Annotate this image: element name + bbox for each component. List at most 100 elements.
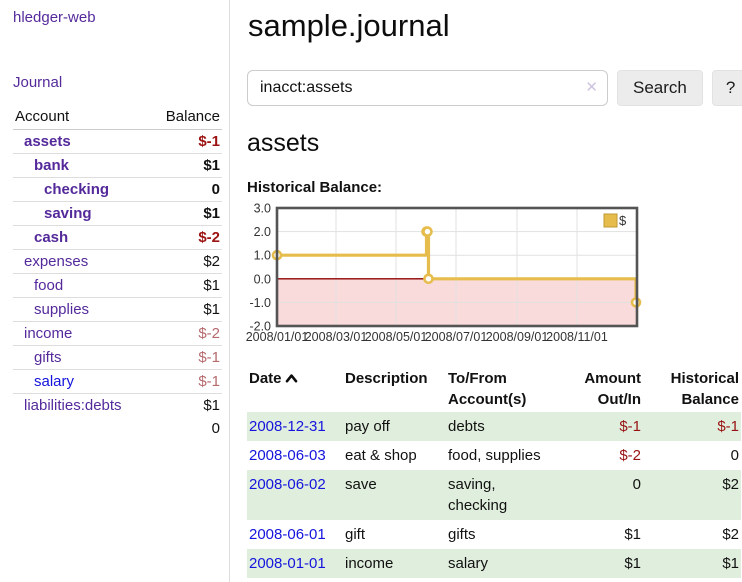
register-row: 2008-12-31 pay off debts $-1 $-1 — [247, 412, 741, 441]
register-header-accounts: To/From Account(s) — [448, 370, 527, 408]
account-link[interactable]: checking — [44, 181, 110, 198]
register-table-body: 2008-12-31 pay off debts $-1 $-1 2008-06-03 ea… — [247, 412, 741, 578]
account-link[interactable]: supplies — [34, 301, 90, 318]
brand-link[interactable]: hledger-web — [13, 9, 96, 26]
register-row: 2008-06-01 gift gifts $1 $2 — [247, 520, 741, 549]
account-link[interactable]: assets — [24, 133, 71, 150]
account-link[interactable]: gifts — [34, 349, 62, 366]
transaction-accounts: gifts — [448, 526, 476, 543]
search-button[interactable]: Search — [617, 70, 703, 106]
accounts-table-body: assets $-1 bank $1 checking 0 saving $1 cash $-2 e… — [13, 130, 222, 417]
search-input[interactable] — [247, 70, 608, 106]
account-link[interactable]: salary — [34, 373, 75, 390]
sidebar-item-journal[interactable]: Journal — [13, 74, 63, 91]
transaction-date-link[interactable]: 2008-06-01 — [249, 526, 326, 543]
register-header-date[interactable]: Date — [247, 366, 343, 412]
svg-text:0.0: 0.0 — [254, 272, 271, 286]
transaction-description: save — [345, 476, 377, 493]
account-row: cash $-2 — [13, 225, 222, 250]
svg-text:2008/07/01: 2008/07/01 — [425, 330, 488, 344]
account-row: supplies $1 — [13, 297, 222, 322]
transaction-balance: $2 — [722, 526, 739, 543]
svg-text:2008/09/01: 2008/09/01 — [486, 330, 549, 344]
svg-text:3.0: 3.0 — [254, 202, 271, 216]
account-balance: $1 — [149, 201, 222, 226]
accounts-table: Account Balance assets $-1 bank $1 checking 0… — [13, 106, 222, 440]
sidebar: hledger-web Journal Account Balance asse… — [0, 0, 230, 582]
svg-text:-1.0: -1.0 — [249, 296, 271, 310]
account-balance: $-2 — [149, 225, 222, 250]
transaction-amount: $1 — [624, 555, 641, 572]
account-balance: 0 — [149, 177, 222, 202]
account-link[interactable]: bank — [34, 157, 70, 174]
transaction-date-link[interactable]: 2008-12-31 — [249, 418, 326, 435]
account-row: food $1 — [13, 273, 222, 298]
historical-balance-chart: $3.0 2.0 1.0 0.0 -1.0 -2.02008/01/012008/03/0… — [246, 202, 642, 344]
account-balance: $-1 — [149, 345, 222, 370]
register-header-row: Date Description To/From Account(s) Amou… — [247, 366, 741, 412]
register-header-description: Description — [345, 370, 428, 387]
account-balance: $1 — [149, 153, 222, 178]
transaction-date-link[interactable]: 2008-06-03 — [249, 447, 326, 464]
help-button[interactable]: ? — [711, 70, 742, 106]
account-link[interactable]: saving — [44, 205, 92, 222]
transaction-accounts: debts — [448, 418, 485, 435]
clear-search-icon[interactable]: ✕ — [585, 79, 598, 96]
svg-text:$: $ — [619, 213, 627, 228]
account-balance: $1 — [149, 297, 222, 322]
transaction-description: income — [345, 555, 394, 572]
accounts-total-balance: 0 — [211, 420, 220, 437]
transaction-amount: $-1 — [619, 418, 641, 435]
accounts-header-account: Account — [13, 106, 150, 130]
account-balance: $-2 — [149, 321, 222, 346]
account-row: checking 0 — [13, 177, 222, 202]
transaction-description: eat & shop — [345, 447, 417, 464]
transaction-accounts: salary — [448, 555, 489, 572]
transaction-date-link[interactable]: 2008-01-01 — [249, 555, 326, 572]
search-form: ✕ Search ? — [247, 70, 742, 106]
account-heading: assets — [247, 129, 320, 157]
account-row: salary $-1 — [13, 369, 222, 394]
transaction-balance: 0 — [730, 447, 739, 464]
account-link[interactable]: cash — [34, 229, 69, 246]
transaction-amount: 0 — [632, 476, 641, 493]
account-row: assets $-1 — [13, 130, 222, 154]
svg-text:2.0: 2.0 — [254, 225, 271, 239]
accounts-header-balance: Balance — [149, 106, 222, 130]
register-header-amount: Amount Out/In — [584, 370, 641, 408]
account-row: expenses $2 — [13, 249, 222, 274]
transaction-amount: $1 — [624, 526, 641, 543]
account-balance: $1 — [149, 273, 222, 298]
transaction-date-link[interactable]: 2008-06-02 — [249, 476, 326, 493]
sort-asc-icon — [285, 374, 297, 383]
transaction-balance: $2 — [722, 476, 739, 493]
page-title: sample.journal — [248, 8, 450, 43]
svg-text:-2.0: -2.0 — [249, 320, 271, 334]
register-row: 2008-06-03 eat & shop food, supplies $-2 0 — [247, 441, 741, 470]
account-balance: $-1 — [198, 133, 220, 150]
account-link[interactable]: liabilities:debts — [24, 397, 122, 414]
accounts-total-row: 0 — [13, 417, 222, 440]
account-link[interactable]: expenses — [24, 253, 89, 270]
svg-text:1.0: 1.0 — [254, 249, 271, 263]
transaction-description: gift — [345, 526, 366, 543]
transaction-description: pay off — [345, 418, 390, 435]
register-row: 2008-01-01 income salary $1 $1 — [247, 549, 741, 578]
svg-text:2008/11/01: 2008/11/01 — [546, 330, 608, 344]
account-row: bank $1 — [13, 153, 222, 178]
register-row: 2008-06-02 save saving, checking 0 $2 — [247, 470, 741, 520]
account-link[interactable]: food — [34, 277, 64, 294]
register-table: Date Description To/From Account(s) Amou… — [247, 366, 741, 578]
account-row: income $-2 — [13, 321, 222, 346]
account-row: saving $1 — [13, 201, 222, 226]
account-balance: $1 — [149, 393, 222, 417]
register-header-balance: Historical Balance — [670, 370, 739, 408]
account-link[interactable]: income — [24, 325, 73, 342]
account-row: gifts $-1 — [13, 345, 222, 370]
transaction-balance: $1 — [722, 555, 739, 572]
svg-text:2008/01/01: 2008/01/01 — [246, 330, 309, 344]
account-balance: $-1 — [149, 369, 222, 394]
account-balance: $2 — [149, 249, 222, 274]
main-content: sample.journal ✕ Search ? assets Histori… — [230, 0, 742, 582]
